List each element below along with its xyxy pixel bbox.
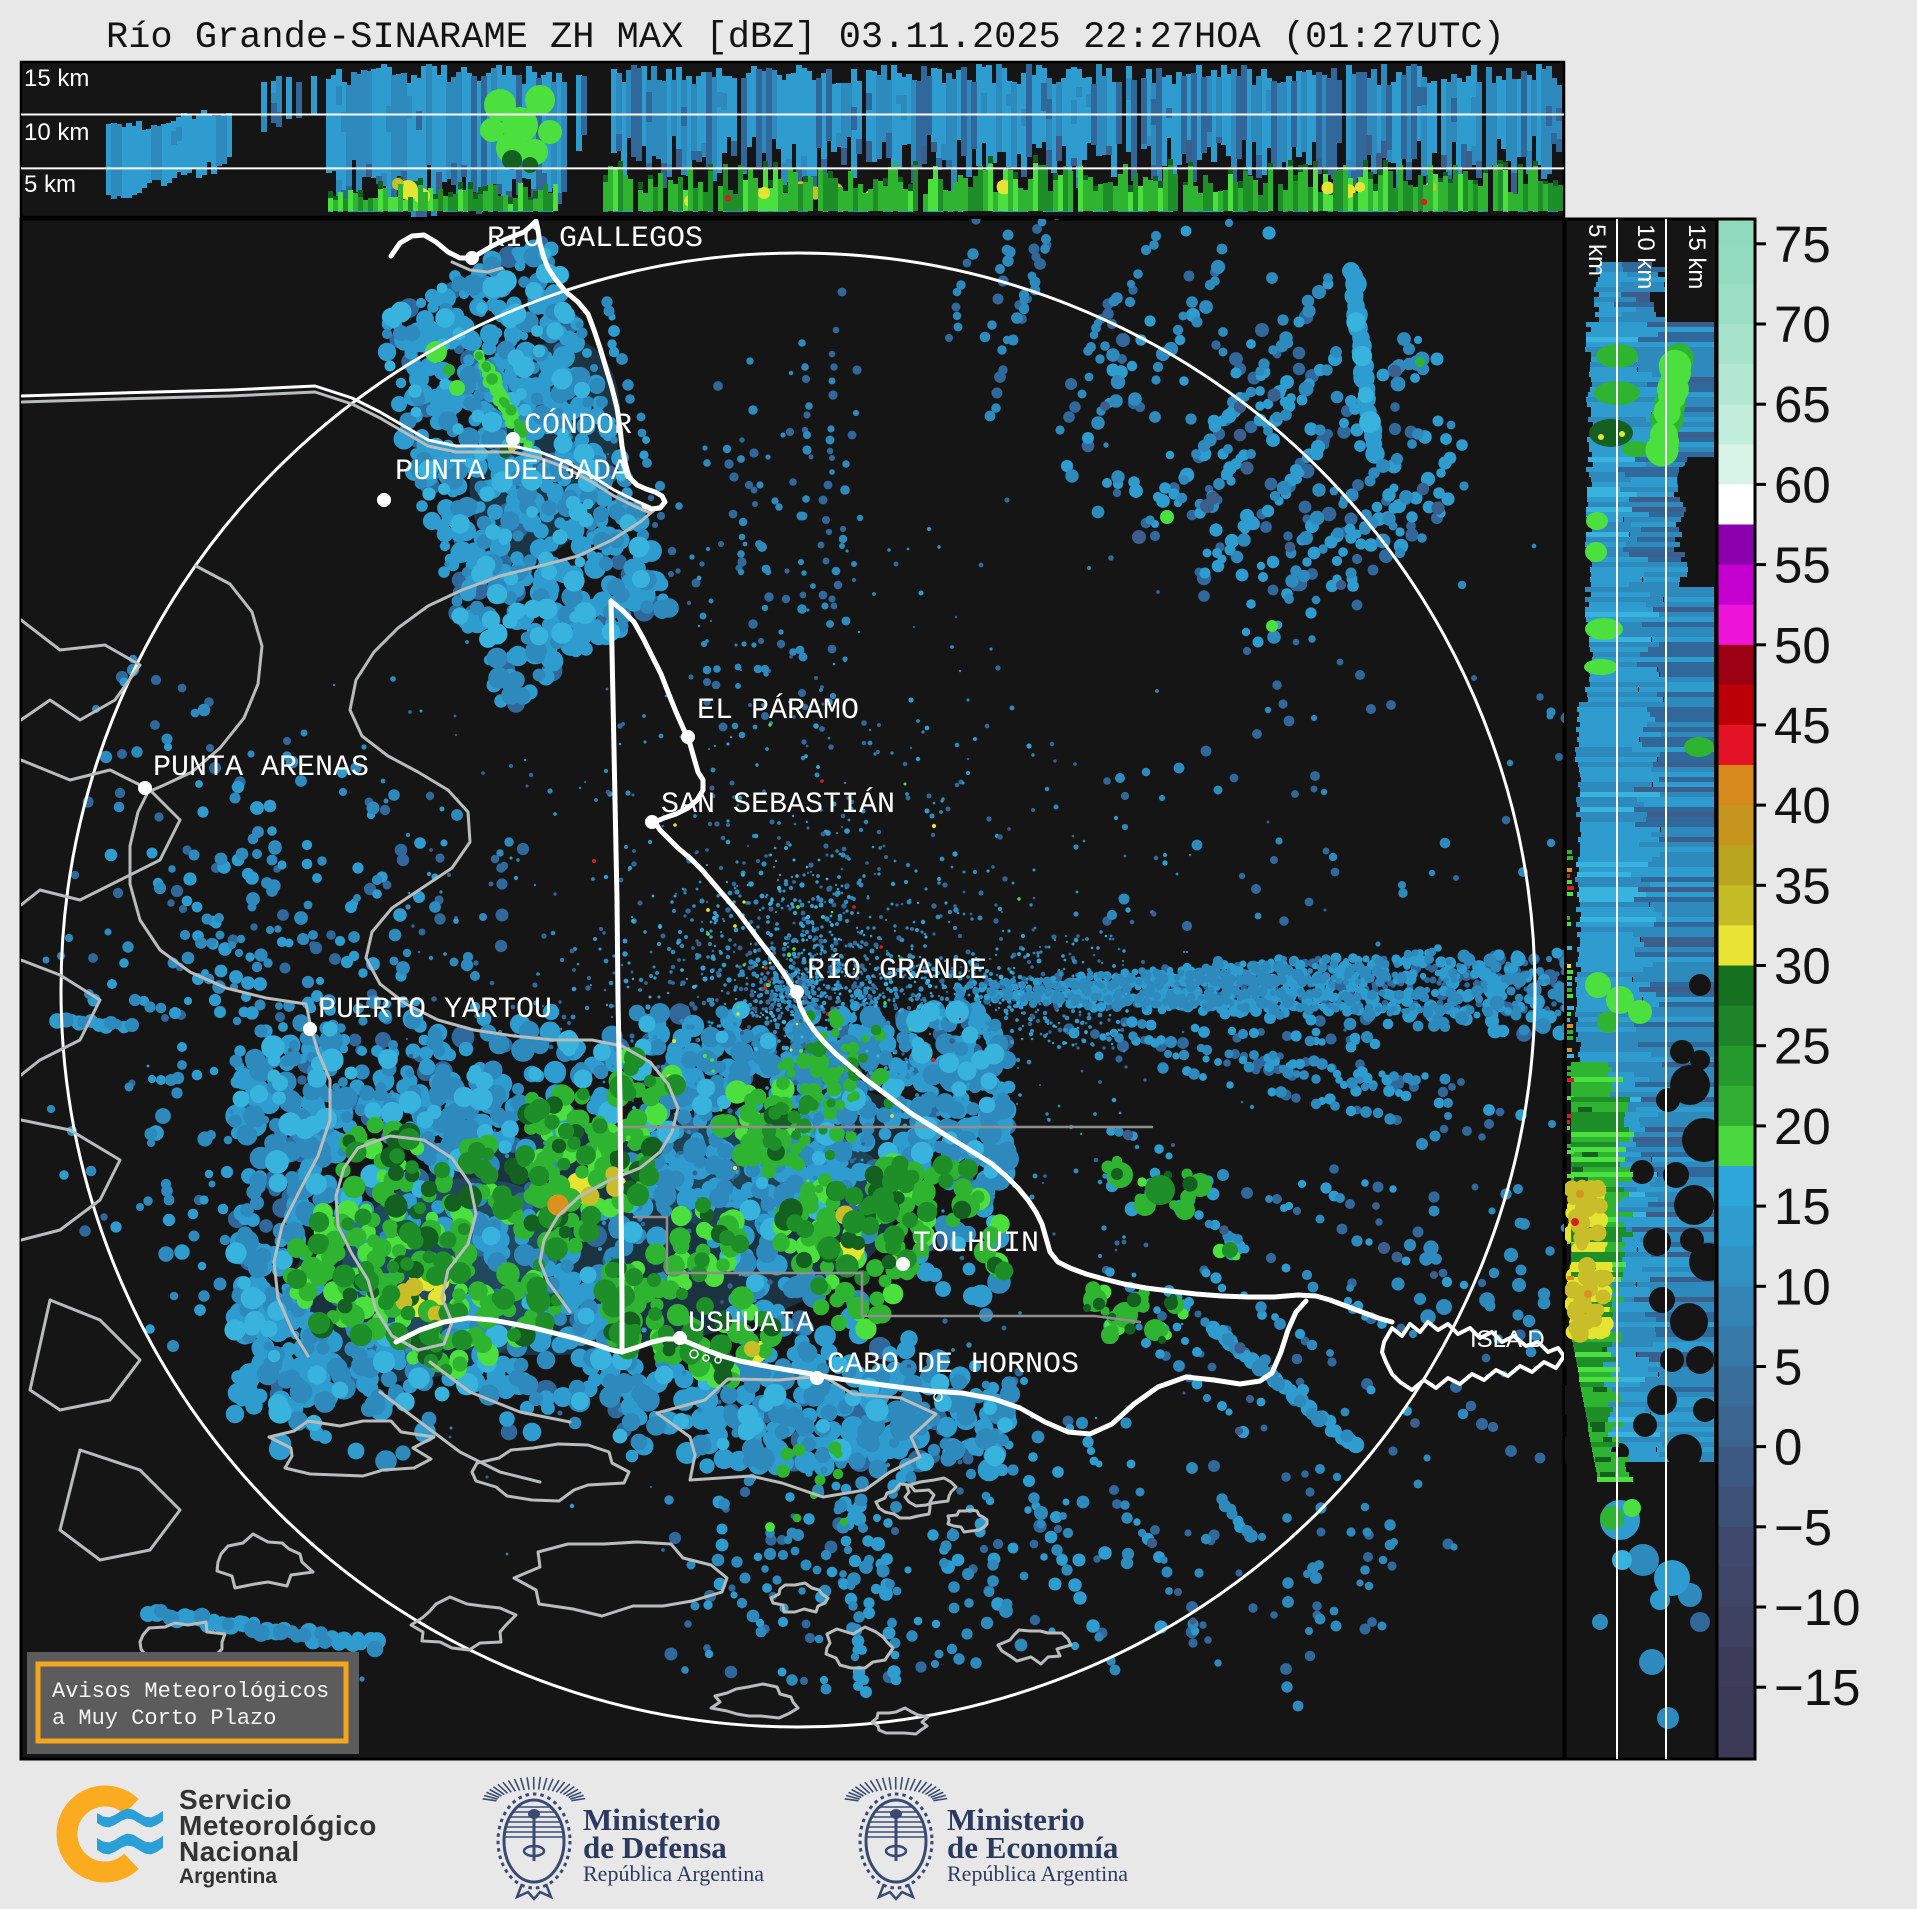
- svg-text:15 km: 15 km: [24, 65, 89, 92]
- svg-text:Río Grande-SINARAME ZH MAX [dB: Río Grande-SINARAME ZH MAX [dBZ] 03.11.2…: [106, 17, 1505, 59]
- svg-text:10 km: 10 km: [24, 119, 89, 146]
- svg-text:5 km: 5 km: [24, 171, 76, 198]
